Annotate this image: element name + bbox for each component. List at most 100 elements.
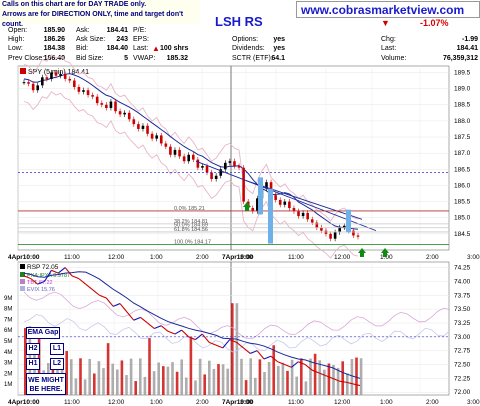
volume-bar	[79, 358, 82, 395]
volume-bar	[290, 359, 294, 395]
pe-label: P/E:	[133, 27, 147, 34]
rsp-price-segment	[78, 278, 87, 285]
price-y-tick-label: 189.5	[454, 69, 471, 76]
dividends-value: yes	[273, 45, 285, 52]
volume-bar	[171, 362, 174, 395]
volume-bar	[323, 369, 326, 395]
price-y-tick-label: 188.0	[454, 118, 471, 125]
volume-tick-label: 8M	[4, 307, 12, 313]
candle-body	[301, 212, 305, 217]
volume-label: Volume:	[381, 55, 407, 62]
highlight-bar	[268, 188, 273, 244]
price-y-tick-label: 189.0	[454, 86, 471, 93]
moving-average-line	[23, 73, 359, 230]
rsp-x-tick-label: 11:00	[64, 399, 80, 406]
green-up-arrow-icon	[358, 248, 366, 257]
candle-body	[251, 208, 255, 212]
high-label: High:	[8, 36, 25, 43]
rsp-y-tick-label: 72.75	[454, 348, 471, 355]
candle-body	[31, 83, 35, 91]
candle-body	[169, 146, 172, 155]
candle-body	[146, 125, 149, 134]
volume-bar	[134, 381, 137, 395]
volume-bar	[332, 364, 335, 395]
volume-tick-label: 1M	[4, 382, 12, 388]
rsp-price-segment	[353, 383, 361, 387]
volume-bar	[120, 360, 124, 395]
volume-bar	[194, 380, 197, 395]
options-value: yes	[273, 36, 285, 43]
last-size-label: Last:	[133, 45, 149, 52]
candle-body	[59, 74, 62, 76]
volume-tick-label: 2M	[4, 371, 12, 377]
call-note: Calls on this chart are for DAY TRADE on…	[0, 0, 200, 28]
volume-bar	[267, 361, 271, 395]
volume-bar	[65, 351, 68, 395]
rsp-price-segment	[147, 322, 155, 329]
price-y-tick-label: 187.0	[454, 150, 471, 157]
rsp-price-segment	[284, 364, 292, 368]
candle-body	[114, 101, 117, 112]
candle-body	[196, 159, 200, 168]
bid-size-value: 5	[124, 55, 128, 62]
rsp-price-segment	[23, 275, 32, 280]
site-banner-text: www.cobrasmarketview.com	[301, 3, 465, 17]
change-percent: -1.07%	[420, 18, 449, 28]
candle-body	[100, 103, 104, 105]
candle-body	[77, 86, 81, 92]
price-y-tick-label: 188.5	[454, 102, 471, 109]
bid-label: Bid:	[76, 45, 89, 52]
candle-body	[82, 90, 85, 92]
bid-value: 184.40	[106, 45, 128, 52]
volume-bar	[286, 370, 289, 395]
price-panel-frame	[17, 65, 450, 251]
dividends-label: Dividends:	[232, 45, 265, 52]
rsp-x-tick-label: 12:00	[334, 399, 351, 406]
rsp-price-segment	[346, 381, 354, 385]
candle-body	[297, 211, 300, 217]
volume-bar	[97, 361, 101, 395]
volume-bar	[74, 378, 78, 395]
highlight-bar	[346, 209, 351, 233]
volume-bar	[166, 366, 170, 395]
candle-body	[187, 154, 191, 162]
l1-box: L1	[50, 343, 64, 355]
rsp-price-segment	[332, 377, 340, 382]
volume-bar	[152, 371, 156, 395]
vwap-value: 185.32	[166, 55, 188, 62]
volume-bar	[272, 345, 275, 395]
candle-body	[141, 125, 145, 129]
up-arrow-icon: ▲	[152, 44, 160, 53]
rsp-price-segment	[304, 364, 313, 371]
rsp-price-segment	[99, 294, 107, 299]
vwap-label: VWAP:	[133, 55, 156, 62]
volume-bar	[318, 360, 321, 395]
candle-body	[127, 112, 131, 120]
volume-bar	[189, 336, 193, 395]
volume-bar	[304, 381, 308, 395]
volume-bar	[355, 357, 358, 395]
open-label: Open:	[8, 27, 28, 34]
price-y-tick-label: 185.0	[454, 215, 471, 222]
site-banner[interactable]: www.cobrasmarketview.com	[296, 1, 480, 18]
high-value: 186.26	[43, 36, 65, 43]
volume-bar	[300, 358, 303, 395]
candle-body	[68, 78, 72, 81]
low-value: 184.38	[43, 45, 65, 52]
sctr-label: SCTR (ETF):	[232, 55, 273, 62]
volume-bar	[226, 368, 229, 395]
rsp-price-segment	[30, 278, 39, 285]
rsp-y-tick-label: 73.75	[454, 292, 471, 299]
candle-body	[109, 101, 113, 108]
volume-bar	[309, 358, 312, 395]
volume-bar	[106, 343, 110, 395]
highlight-bar	[258, 177, 263, 215]
candle-body	[159, 135, 163, 144]
candle-body	[333, 232, 337, 239]
volume-bar	[258, 359, 262, 395]
candle-body	[164, 143, 168, 147]
volume-bar	[102, 368, 105, 395]
candle-body	[352, 230, 355, 236]
candle-body	[182, 156, 186, 162]
